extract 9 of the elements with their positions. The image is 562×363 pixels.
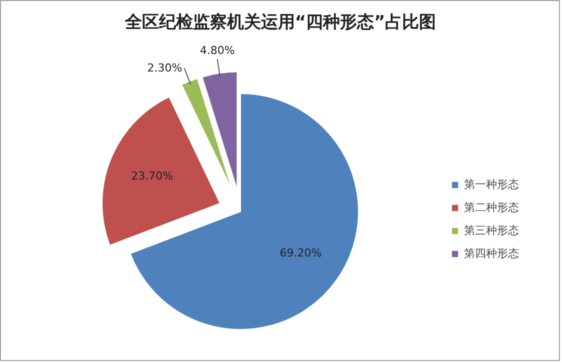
data-label: 2.30% (147, 61, 182, 74)
chart-title: 全区纪检监察机关运用“四种形态”占比图 (124, 12, 436, 32)
data-label: 23.70% (131, 170, 174, 183)
legend-label: 第一种形态 (464, 177, 519, 192)
legend-label: 第二种形态 (464, 200, 519, 215)
data-label: 69.20% (280, 246, 322, 260)
legend-label: 第四种形态 (464, 246, 519, 261)
legend-label: 第三种形态 (464, 223, 519, 238)
data-label: 4.80% (200, 44, 235, 58)
